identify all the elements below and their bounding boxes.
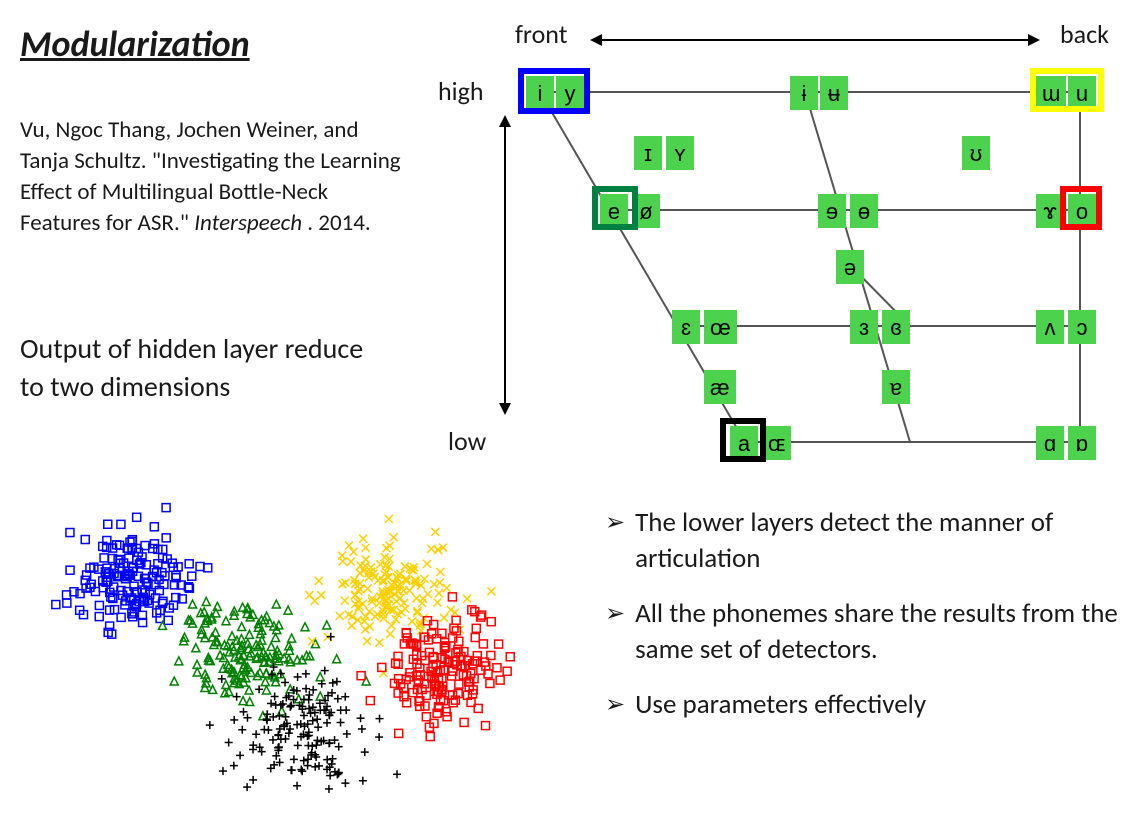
phoneme-box: e — [600, 194, 628, 228]
phoneme-box: æ — [704, 370, 736, 404]
phoneme-box: ɑ — [1036, 426, 1064, 460]
axis-label-high: high — [438, 75, 484, 107]
phoneme-box: ø — [632, 194, 660, 228]
axis-label-back: back — [1060, 18, 1109, 50]
chevron-icon: ➢ — [605, 689, 625, 721]
bullet-text: Use parameters effectively — [635, 687, 926, 723]
citation-venue: Interspeech — [194, 209, 302, 237]
phoneme-box: ɛ — [672, 310, 700, 344]
phoneme-box: ɒ — [1068, 426, 1096, 460]
bullet-text: All the phonemes share the results from … — [635, 596, 1125, 669]
phoneme-box: ɵ — [850, 194, 878, 228]
phoneme-box: ʏ — [666, 136, 694, 170]
phoneme-box: i — [526, 76, 554, 110]
phoneme-box: ɞ — [882, 310, 910, 344]
scatter-plot — [20, 470, 550, 800]
phoneme-box: ʌ — [1036, 310, 1064, 344]
phoneme-box: ɔ — [1068, 310, 1096, 344]
vertical-axis-arrow — [498, 115, 500, 415]
section-title: Modularization — [20, 22, 250, 66]
horizontal-axis-arrow — [590, 33, 1040, 35]
phoneme-box: ʊ — [962, 136, 990, 170]
phoneme-box: y — [556, 76, 584, 110]
phoneme-box: u — [1068, 76, 1096, 110]
bullet-item: ➢ All the phonemes share the results fro… — [605, 596, 1125, 669]
phoneme-box: ɘ — [818, 194, 846, 228]
phoneme-box: o — [1068, 194, 1096, 228]
phoneme-box: ɶ — [762, 426, 791, 460]
bullet-item: ➢ Use parameters effectively — [605, 687, 1125, 723]
scatter-caption: Output of hidden layer reduce to two dim… — [20, 330, 380, 406]
phoneme-box: ʉ — [820, 76, 848, 110]
citation: Vu, Ngoc Thang, Jochen Weiner, and Tanja… — [20, 115, 410, 239]
phoneme-box: œ — [704, 310, 737, 344]
bullet-item: ➢ The lower layers detect the manner of … — [605, 505, 1125, 578]
axis-label-front: front — [515, 18, 567, 50]
chevron-icon: ➢ — [605, 507, 625, 539]
bullet-list: ➢ The lower layers detect the manner of … — [605, 505, 1125, 741]
axis-label-low: low — [448, 425, 486, 457]
phoneme-box: ɤ — [1036, 194, 1064, 228]
phoneme-box: ə — [836, 250, 864, 284]
phoneme-box: ɜ — [850, 310, 878, 344]
citation-year: . 2014. — [307, 209, 370, 237]
phoneme-box: ɨ — [790, 76, 818, 110]
chevron-icon: ➢ — [605, 598, 625, 630]
phoneme-box: ɯ — [1036, 76, 1066, 110]
phoneme-box: ɐ — [882, 370, 910, 404]
phoneme-box: a — [730, 426, 758, 460]
slide: Modularization Vu, Ngoc Thang, Jochen We… — [0, 0, 1148, 818]
phoneme-box: ɪ — [634, 136, 662, 170]
vowel-chart: iy ɨʉ ɯu ɪʏ ʊ eø ɘɵ ɤo ə ɛœ ɜɞ ʌɔ æ ɐ aɶ ɑɒ — [520, 70, 1120, 460]
bullet-text: The lower layers detect the manner of ar… — [635, 505, 1125, 578]
